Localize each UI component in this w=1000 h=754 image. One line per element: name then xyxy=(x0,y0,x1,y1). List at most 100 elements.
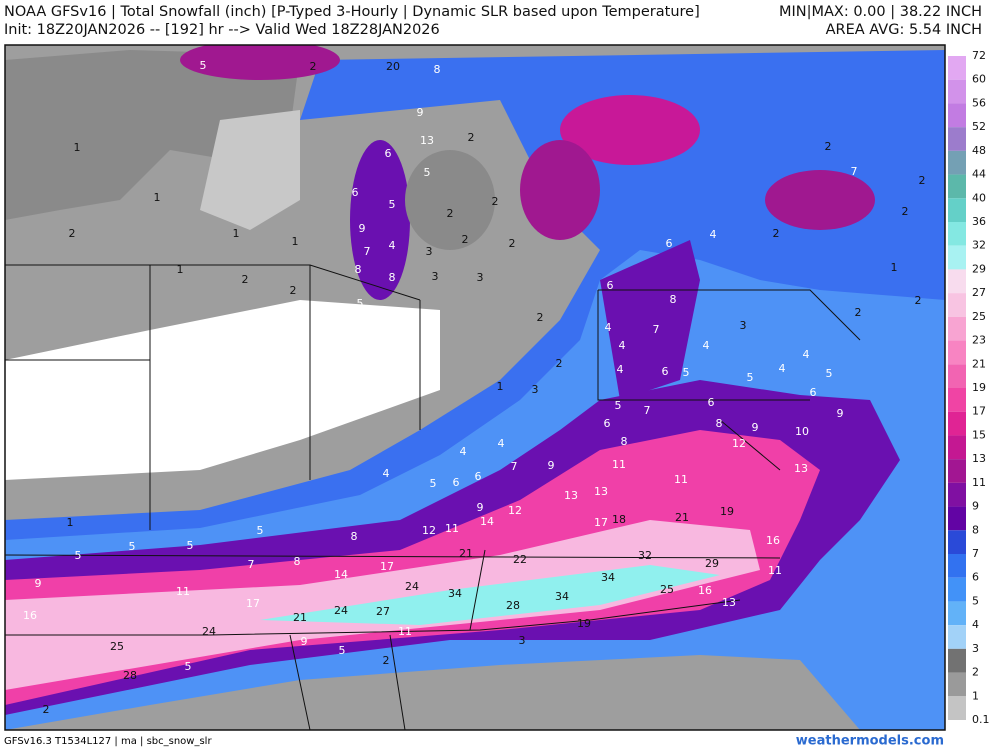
color-swatch xyxy=(948,506,966,531)
legend-level: 32 xyxy=(972,239,986,252)
legend-level: 1 xyxy=(972,689,979,702)
snow-amount-label: 2 xyxy=(310,60,317,73)
map-title: NOAA GFSv16 | Total Snowfall (inch) [P-T… xyxy=(4,4,700,20)
snow-amount-label: 2 xyxy=(290,284,297,297)
snow-amount-label: 32 xyxy=(638,549,652,562)
snow-amount-label: 9 xyxy=(35,577,42,590)
snow-amount-label: 7 xyxy=(653,323,660,336)
white-region xyxy=(5,300,440,480)
legend-level: 17 xyxy=(972,405,986,418)
snow-amount-label: 2 xyxy=(492,195,499,208)
snow-amount-label: 4 xyxy=(498,437,505,450)
color-swatch xyxy=(948,364,966,388)
snow-amount-label: 4 xyxy=(803,348,810,361)
snow-amount-label: 5 xyxy=(129,540,136,553)
snow-amount-label: 11 xyxy=(445,522,459,535)
heavy-snow-area xyxy=(350,140,410,300)
snow-amount-label: 1 xyxy=(74,141,81,154)
legend-level: 60 xyxy=(972,73,986,86)
snow-amount-label: 8 xyxy=(294,555,301,568)
snow-amount-label: 24 xyxy=(334,604,348,617)
snow-amount-label: 4 xyxy=(619,339,626,352)
snow-amount-label: 5 xyxy=(75,549,82,562)
snow-amount-label: 9 xyxy=(752,421,759,434)
snow-amount-label: 5 xyxy=(747,371,754,384)
snow-amount-label: 11 xyxy=(176,585,190,598)
cyan-band xyxy=(260,565,720,625)
color-swatch xyxy=(948,672,966,697)
color-swatch xyxy=(948,482,966,507)
legend-level: 52 xyxy=(972,120,986,133)
snow-amount-label: 1 xyxy=(292,235,299,248)
snow-amount-label: 16 xyxy=(698,584,712,597)
snow-amount-label: 7 xyxy=(644,404,651,417)
color-swatch xyxy=(948,150,966,175)
snow-amount-label: 2 xyxy=(43,703,50,716)
snow-amount-label: 4 xyxy=(779,362,786,375)
snow-amount-label: 20 xyxy=(386,60,400,73)
model-info: GFSv16.3 T1534L127 | ma | sbc_snow_slr xyxy=(4,736,212,747)
snow-amount-label: 13 xyxy=(564,489,578,502)
snow-amount-label: 9 xyxy=(477,501,484,514)
color-swatch xyxy=(948,625,966,649)
color-swatch xyxy=(948,459,966,483)
legend-level: 5 xyxy=(972,594,979,607)
snow-amount-label: 5 xyxy=(683,366,690,379)
snow-amount-label: 6 xyxy=(475,470,482,483)
snow-amount-label: 1 xyxy=(154,191,161,204)
color-swatch xyxy=(948,127,966,151)
min-max: MIN|MAX: 0.00 | 38.22 INCH xyxy=(779,4,982,20)
snow-amount-label: 4 xyxy=(617,363,624,376)
snow-amount-label: 25 xyxy=(660,583,674,596)
snow-amount-label: 19 xyxy=(720,505,734,518)
snow-amount-label: 13 xyxy=(794,462,808,475)
legend-level: 36 xyxy=(972,215,986,228)
snow-amount-label: 5 xyxy=(615,399,622,412)
color-swatch xyxy=(948,174,966,199)
map-area xyxy=(5,45,945,730)
snow-amount-label: 7 xyxy=(851,165,858,178)
color-swatch xyxy=(948,530,966,554)
heavy-snow-area xyxy=(520,140,600,240)
snow-amount-label: 1 xyxy=(177,263,184,276)
snow-amount-label: 2 xyxy=(902,205,909,218)
snow-amount-label: 2 xyxy=(242,273,249,286)
snow-amount-label: 1 xyxy=(497,380,504,393)
snow-amount-label: 24 xyxy=(202,625,216,638)
snow-amount-label: 24 xyxy=(405,580,419,593)
color-swatch xyxy=(948,411,966,436)
snow-amount-label: 4 xyxy=(710,228,717,241)
legend-level: 13 xyxy=(972,452,986,465)
legend-level: 15 xyxy=(972,428,986,441)
snow-amount-label: 8 xyxy=(389,271,396,284)
snow-amount-label: 5 xyxy=(826,367,833,380)
init-time: Init: 18Z20JAN2026 -- [192] hr --> Valid… xyxy=(4,22,440,38)
snow-amount-label: 6 xyxy=(666,237,673,250)
snow-amount-label: 16 xyxy=(766,534,780,547)
snow-amount-label: 2 xyxy=(855,306,862,319)
snow-amount-label: 3 xyxy=(532,383,539,396)
snow-amount-label: 4 xyxy=(703,339,710,352)
legend-level: 29 xyxy=(972,262,986,275)
color-swatch xyxy=(948,56,966,80)
color-swatch xyxy=(948,601,966,626)
snow-amount-label: 1 xyxy=(891,261,898,274)
snow-amount-label: 5 xyxy=(389,198,396,211)
snow-amount-label: 11 xyxy=(612,458,626,471)
snow-amount-label: 9 xyxy=(359,222,366,235)
snow-amount-label: 2 xyxy=(383,654,390,667)
snow-amount-label: 17 xyxy=(246,597,260,610)
color-swatch xyxy=(948,103,966,128)
snow-amount-label: 4 xyxy=(460,445,467,458)
snow-amount-label: 5 xyxy=(187,539,194,552)
snow-amount-label: 17 xyxy=(380,560,394,573)
snow-amount-label: 2 xyxy=(509,237,516,250)
snow-amount-label: 5 xyxy=(200,59,207,72)
snow-amount-label: 2 xyxy=(919,174,926,187)
snow-amount-label: 27 xyxy=(376,605,390,618)
snow-amount-label: 28 xyxy=(506,599,520,612)
legend-level: 72 xyxy=(972,49,986,62)
color-swatch xyxy=(948,293,966,317)
